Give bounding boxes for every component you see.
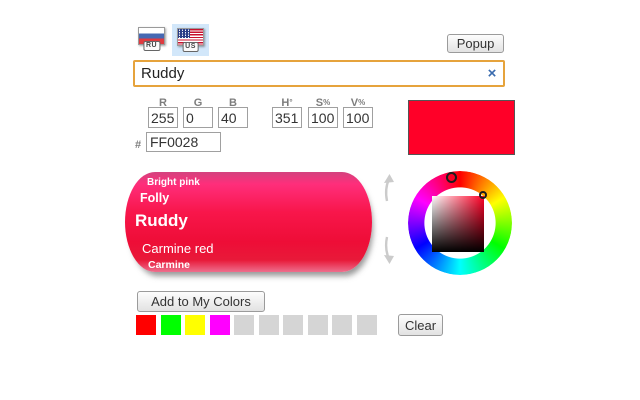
red-field[interactable]	[148, 107, 178, 128]
language-us-button[interactable]: US	[177, 28, 204, 52]
label-g: G	[193, 97, 203, 109]
us-flag-badge: US	[182, 42, 199, 52]
my-color-swatch[interactable]	[136, 315, 156, 335]
my-color-swatch-empty[interactable]	[356, 315, 377, 335]
my-color-swatch[interactable]	[185, 315, 205, 335]
my-color-swatch[interactable]	[209, 315, 230, 335]
clear-search-icon[interactable]: ×	[487, 64, 497, 82]
saturation-value-square[interactable]	[432, 196, 484, 252]
color-wheel	[408, 171, 512, 275]
drum-item[interactable]: Carmine red	[142, 241, 214, 256]
us-flag-icon	[177, 28, 204, 46]
my-color-swatch-empty[interactable]	[283, 315, 303, 335]
my-color-swatch-empty[interactable]	[307, 315, 328, 335]
label-v: V%	[350, 97, 366, 109]
add-to-my-colors-button[interactable]: Add to My Colors	[137, 291, 265, 312]
my-color-swatch-empty[interactable]	[332, 315, 352, 335]
current-color-swatch	[408, 100, 515, 155]
hex-prefix-label: #	[135, 139, 142, 151]
label-b: B	[229, 97, 237, 109]
drum-item[interactable]: Folly	[140, 191, 170, 205]
hex-field[interactable]	[146, 132, 221, 152]
blue-field[interactable]	[218, 107, 248, 128]
ru-flag-stripes	[139, 28, 164, 44]
saturation-value-marker[interactable]	[478, 190, 487, 199]
saturation-field[interactable]	[308, 107, 338, 128]
search-input[interactable]	[135, 62, 481, 85]
drum-item-selected[interactable]: Ruddy	[135, 211, 188, 230]
my-color-swatch[interactable]	[160, 315, 181, 335]
my-color-swatch-empty[interactable]	[258, 315, 279, 335]
hue-field[interactable]	[272, 107, 302, 128]
scroll-down-icon[interactable]	[380, 235, 398, 265]
search-box: ×	[133, 60, 505, 87]
drum-item[interactable]: Bright pink	[147, 177, 200, 188]
scroll-up-icon[interactable]	[380, 173, 398, 203]
popup-button[interactable]: Popup	[447, 34, 504, 53]
hue-marker[interactable]	[445, 172, 457, 184]
green-field[interactable]	[183, 107, 213, 128]
value-field[interactable]	[343, 107, 373, 128]
drum-item[interactable]: Carmine	[148, 259, 191, 271]
label-r: R	[159, 97, 167, 109]
label-h: H°	[281, 97, 293, 109]
ru-flag-badge: RU	[142, 41, 161, 51]
us-flag-canton	[178, 29, 190, 38]
language-ru-button[interactable]: RU	[138, 27, 165, 51]
label-s: S%	[315, 97, 331, 109]
clear-my-colors-button[interactable]: Clear	[398, 314, 443, 336]
color-name-drum[interactable]: Bright pink Folly Ruddy Carmine red Carm…	[125, 172, 372, 272]
my-color-swatch-empty[interactable]	[234, 315, 254, 335]
my-colors-row	[136, 315, 377, 335]
